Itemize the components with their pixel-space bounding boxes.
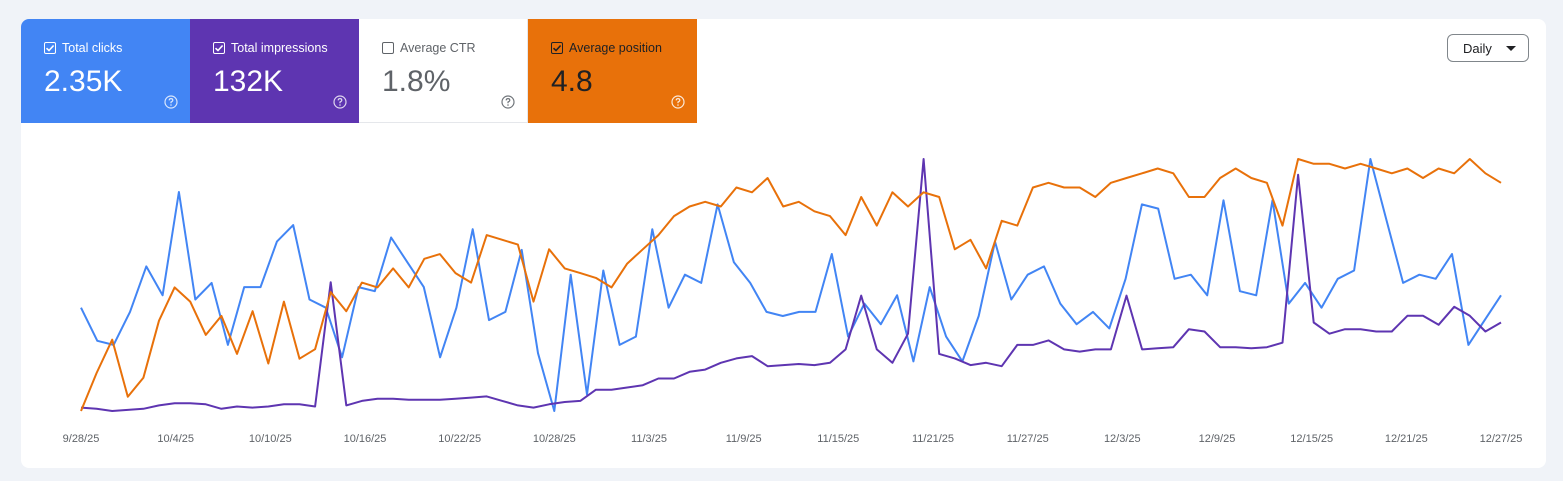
granularity-dropdown[interactable]: Daily bbox=[1447, 34, 1529, 62]
x-tick-label: 11/3/25 bbox=[631, 433, 667, 445]
metric-label: Average position bbox=[569, 41, 662, 55]
x-tick-label: 12/9/25 bbox=[1199, 433, 1236, 445]
performance-card: 9/28/25 10/4/25 10/10/25 10/16/25 10/22/25 10… bbox=[21, 19, 1546, 468]
series-line-total-impressions bbox=[80, 158, 1502, 412]
metric-cards: Total clicks 2.35K Total impressions 132… bbox=[21, 19, 697, 123]
metric-value: 132K bbox=[213, 65, 284, 98]
metric-card-average-position[interactable]: Average position 4.8 bbox=[528, 19, 697, 123]
help-circle-icon[interactable] bbox=[671, 95, 685, 109]
x-tick-label: 10/22/25 bbox=[438, 433, 481, 445]
series-line-total-clicks bbox=[80, 158, 1502, 412]
metric-value: 1.8% bbox=[382, 65, 451, 98]
x-tick-label: 10/4/25 bbox=[157, 433, 194, 445]
x-tick-label: 12/3/25 bbox=[1104, 433, 1141, 445]
metric-label: Average CTR bbox=[400, 41, 476, 55]
performance-chart: 9/28/25 10/4/25 10/10/25 10/16/25 10/22/25 10… bbox=[63, 158, 1523, 445]
caret-down-icon bbox=[1505, 45, 1516, 51]
help-circle-icon[interactable] bbox=[501, 95, 515, 109]
metric-card-average-ctr[interactable]: Average CTR 1.8% bbox=[359, 19, 528, 123]
x-tick-label: 11/9/25 bbox=[726, 433, 762, 445]
checkbox-unchecked[interactable] bbox=[382, 42, 394, 54]
x-tick-label: 11/15/25 bbox=[817, 433, 859, 445]
x-tick-label: 11/27/25 bbox=[1007, 433, 1049, 445]
metric-value: 4.8 bbox=[551, 65, 593, 98]
x-tick-label: 11/21/25 bbox=[912, 433, 954, 445]
granularity-label: Daily bbox=[1463, 40, 1492, 56]
metric-label: Total impressions bbox=[231, 41, 328, 55]
help-circle-icon[interactable] bbox=[333, 95, 347, 109]
x-tick-label: 12/27/25 bbox=[1480, 433, 1523, 445]
check-icon[interactable] bbox=[213, 42, 225, 54]
series-line-average-position bbox=[80, 158, 1502, 412]
x-tick-label: 9/28/25 bbox=[63, 433, 100, 445]
x-tick-label: 10/28/25 bbox=[533, 433, 576, 445]
x-tick-label: 12/21/25 bbox=[1385, 433, 1428, 445]
metric-value: 2.35K bbox=[44, 65, 123, 98]
check-icon[interactable] bbox=[551, 42, 563, 54]
x-tick-label: 10/10/25 bbox=[249, 433, 292, 445]
metric-label: Total clicks bbox=[62, 41, 123, 55]
check-icon[interactable] bbox=[44, 42, 56, 54]
help-circle-icon[interactable] bbox=[164, 95, 178, 109]
x-tick-label: 12/15/25 bbox=[1290, 433, 1333, 445]
x-tick-label: 10/16/25 bbox=[344, 433, 387, 445]
metric-card-total-impressions[interactable]: Total impressions 132K bbox=[190, 19, 359, 123]
metric-card-total-clicks[interactable]: Total clicks 2.35K bbox=[21, 19, 190, 123]
